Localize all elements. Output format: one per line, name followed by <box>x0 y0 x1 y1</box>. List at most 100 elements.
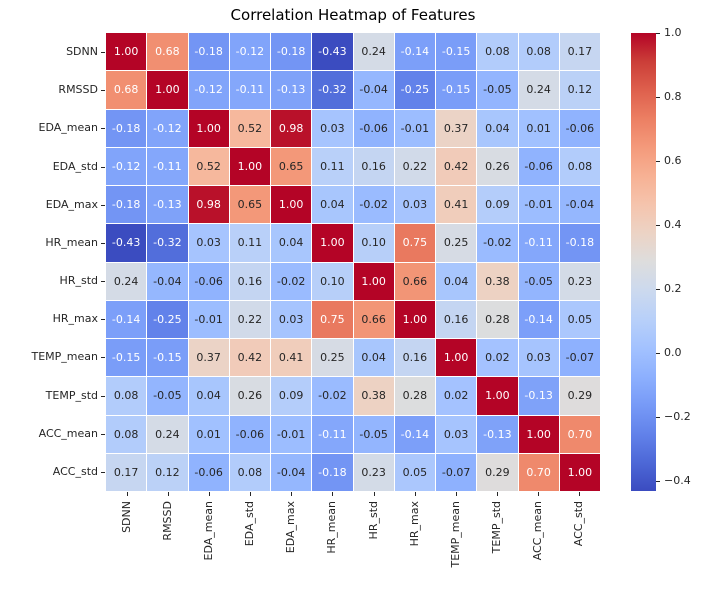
colorbar-tick-label: 0.0 <box>664 346 682 360</box>
heatmap-cell: 0.02 <box>436 377 477 415</box>
x-tick-mark <box>415 492 416 496</box>
heatmap-cell: 0.08 <box>477 33 518 71</box>
y-tick-label: SDNN <box>66 45 98 59</box>
heatmap-cell: -0.01 <box>271 415 312 453</box>
heatmap-cell: 0.04 <box>353 339 394 377</box>
colorbar-tick-mark <box>656 225 660 226</box>
colorbar-tick-mark <box>656 33 660 34</box>
heatmap-cell: -0.05 <box>477 71 518 109</box>
heatmap-cell: -0.43 <box>312 33 353 71</box>
heatmap-cell: 0.68 <box>106 71 147 109</box>
heatmap-cell: 0.01 <box>188 415 229 453</box>
y-tick-label: EDA_max <box>45 197 98 211</box>
heatmap-cell: 0.28 <box>394 377 435 415</box>
y-tick-mark <box>101 434 105 435</box>
heatmap-cell: -0.25 <box>147 300 188 338</box>
x-tick-mark <box>168 492 169 496</box>
heatmap-cell: 0.98 <box>188 186 229 224</box>
heatmap-cell: -0.32 <box>312 71 353 109</box>
y-tick-label: RMSSD <box>58 83 98 97</box>
heatmap-cell: -0.18 <box>106 186 147 224</box>
heatmap-cell: -0.06 <box>229 415 270 453</box>
heatmap-cell: -0.43 <box>106 224 147 262</box>
heatmap-cell: -0.04 <box>353 71 394 109</box>
heatmap-cell: 1.00 <box>436 339 477 377</box>
heatmap-cell: 0.16 <box>436 300 477 338</box>
heatmap-cell: 0.24 <box>106 262 147 300</box>
heatmap-cell: -0.06 <box>188 453 229 491</box>
colorbar-tick-label: 0.8 <box>664 90 682 104</box>
x-tick-label: ACC_std <box>572 501 586 547</box>
heatmap-cell: 0.11 <box>312 147 353 185</box>
heatmap-cell: -0.11 <box>147 147 188 185</box>
heatmap-cell: -0.12 <box>229 33 270 71</box>
x-tick-mark <box>538 492 539 496</box>
heatmap-cell: 0.65 <box>229 186 270 224</box>
y-tick-label: EDA_mean <box>38 121 98 135</box>
heatmap-cell: 0.04 <box>188 377 229 415</box>
heatmap-cell: 0.22 <box>229 300 270 338</box>
heatmap-cell: 0.08 <box>106 415 147 453</box>
chart-title: Correlation Heatmap of Features <box>230 6 476 24</box>
heatmap-cell: 0.11 <box>229 224 270 262</box>
heatmap-cell: -0.05 <box>147 377 188 415</box>
heatmap-cell: 1.00 <box>559 453 600 491</box>
heatmap-cell: -0.11 <box>312 415 353 453</box>
heatmap-cell: 1.00 <box>188 109 229 147</box>
heatmap-cell: 1.00 <box>106 33 147 71</box>
heatmap-cell: -0.18 <box>188 33 229 71</box>
heatmap-cell: 0.38 <box>353 377 394 415</box>
heatmap-cell: -0.12 <box>188 71 229 109</box>
heatmap-cell: 0.04 <box>477 109 518 147</box>
heatmap-cell: 1.00 <box>271 186 312 224</box>
y-tick-label: HR_mean <box>45 235 98 249</box>
heatmap-cell: 0.29 <box>559 377 600 415</box>
heatmap-cell: -0.07 <box>436 453 477 491</box>
y-tick-mark <box>101 52 105 53</box>
heatmap-cell: 0.03 <box>271 300 312 338</box>
heatmap-cell: 0.05 <box>394 453 435 491</box>
heatmap-cell: 0.17 <box>106 453 147 491</box>
x-tick-mark <box>127 492 128 496</box>
heatmap-cell: -0.01 <box>518 186 559 224</box>
heatmap-cell: 0.98 <box>271 109 312 147</box>
x-tick-label: HR_max <box>407 501 421 547</box>
heatmap-cell: 0.10 <box>353 224 394 262</box>
heatmap-grid: 1.00 0.68 -0.18 -0.12 -0.18 -0.43 0.24 -0.14 -0.… <box>106 33 600 491</box>
heatmap-cell: -0.18 <box>271 33 312 71</box>
y-tick-mark <box>101 128 105 129</box>
heatmap-cell: -0.13 <box>518 377 559 415</box>
heatmap-cell: -0.25 <box>394 71 435 109</box>
heatmap-cell: 0.37 <box>188 339 229 377</box>
heatmap-cell: 0.08 <box>518 33 559 71</box>
x-tick-label: TEMP_std <box>490 501 504 554</box>
heatmap-cell: -0.32 <box>147 224 188 262</box>
y-tick-mark <box>101 90 105 91</box>
heatmap-cell: 0.66 <box>394 262 435 300</box>
heatmap-cell: 0.75 <box>312 300 353 338</box>
x-tick-mark <box>250 492 251 496</box>
heatmap-cell: -0.12 <box>147 109 188 147</box>
x-tick-label: SDNN <box>119 501 133 533</box>
heatmap-cell: 0.23 <box>353 453 394 491</box>
x-tick-label: TEMP_mean <box>448 501 462 568</box>
heatmap-cell: 0.08 <box>559 147 600 185</box>
heatmap-cell: 0.75 <box>394 224 435 262</box>
heatmap-cell: 0.37 <box>436 109 477 147</box>
x-tick-mark <box>497 492 498 496</box>
heatmap-cell: -0.11 <box>229 71 270 109</box>
heatmap-cell: -0.02 <box>312 377 353 415</box>
x-tick-label: ACC_mean <box>531 501 545 561</box>
y-tick-label: ACC_mean <box>38 426 98 440</box>
x-tick-mark <box>579 492 580 496</box>
heatmap-cell: 0.70 <box>559 415 600 453</box>
heatmap-cell: 0.17 <box>559 33 600 71</box>
heatmap-cell: -0.12 <box>106 147 147 185</box>
heatmap-cell: 1.00 <box>147 71 188 109</box>
y-tick-label: EDA_std <box>52 159 98 173</box>
heatmap-cell: 0.04 <box>312 186 353 224</box>
heatmap-cell: -0.05 <box>353 415 394 453</box>
heatmap-cell: 0.24 <box>353 33 394 71</box>
heatmap-cell: -0.02 <box>353 186 394 224</box>
heatmap-cell: 0.42 <box>436 147 477 185</box>
